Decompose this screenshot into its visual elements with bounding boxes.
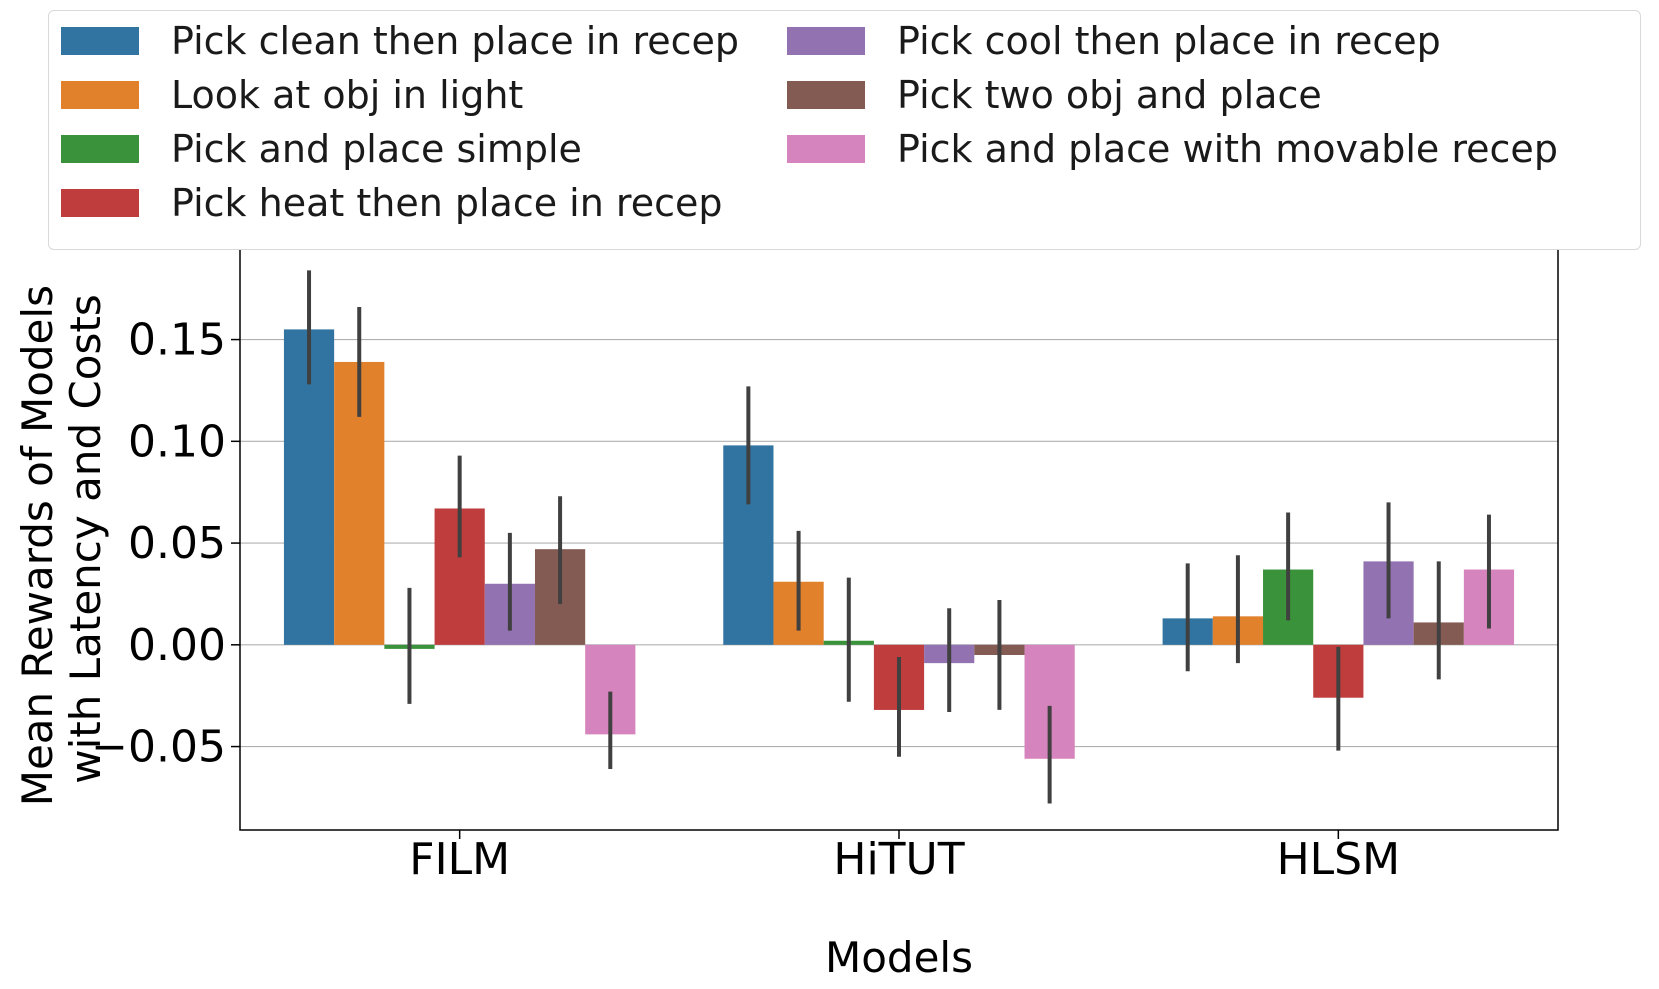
legend-label: Pick heat then place in recep bbox=[171, 181, 723, 225]
x-tick-label: HiTUT bbox=[833, 834, 964, 885]
legend-item: Pick heat then place in recep bbox=[61, 181, 723, 225]
legend-label: Look at obj in light bbox=[171, 73, 524, 117]
legend-swatch bbox=[61, 81, 139, 109]
y-ticks: −0.05 0.00 0.05 0.10 0.15 bbox=[91, 315, 240, 773]
y-axis-label-line-2: with Latency and Costs bbox=[61, 294, 110, 783]
legend-label: Pick and place with movable recep bbox=[897, 127, 1558, 171]
y-tick-label: 0.15 bbox=[128, 315, 226, 366]
legend: Pick clean then place in recep Look at ob… bbox=[48, 10, 1641, 250]
y-axis-label-line-1: Mean Rewards of Models bbox=[13, 285, 62, 806]
x-tick-label: HLSM bbox=[1277, 834, 1401, 885]
legend-swatch bbox=[61, 27, 139, 55]
legend-item: Pick and place simple bbox=[61, 127, 582, 171]
x-tick-label: FILM bbox=[409, 834, 510, 885]
y-tick-label: 0.05 bbox=[128, 518, 226, 569]
legend-swatch bbox=[787, 27, 865, 55]
legend-item: Look at obj in light bbox=[61, 73, 524, 117]
legend-item: Pick clean then place in recep bbox=[61, 19, 740, 63]
x-ticks: FILM HiTUT HLSM bbox=[409, 830, 1400, 885]
legend-label: Pick and place simple bbox=[171, 127, 582, 171]
y-tick-label: −0.05 bbox=[91, 722, 226, 773]
legend-label: Pick cool then place in recep bbox=[897, 19, 1441, 63]
x-axis-label: Models bbox=[825, 933, 973, 982]
legend-swatch bbox=[61, 135, 139, 163]
legend-swatch bbox=[787, 135, 865, 163]
y-tick-label: 0.00 bbox=[128, 620, 226, 671]
legend-item: Pick and place with movable recep bbox=[787, 127, 1558, 171]
legend-label: Pick two obj and place bbox=[897, 73, 1322, 117]
y-axis-label: Mean Rewards of Models with Latency and … bbox=[13, 272, 110, 807]
error-bars bbox=[307, 270, 1491, 804]
legend-swatch bbox=[61, 189, 139, 217]
legend-swatch bbox=[787, 81, 865, 109]
y-tick-label: 0.10 bbox=[128, 416, 226, 467]
legend-item: Pick cool then place in recep bbox=[787, 19, 1441, 63]
legend-item: Pick two obj and place bbox=[787, 73, 1322, 117]
legend-label: Pick clean then place in recep bbox=[171, 19, 740, 63]
